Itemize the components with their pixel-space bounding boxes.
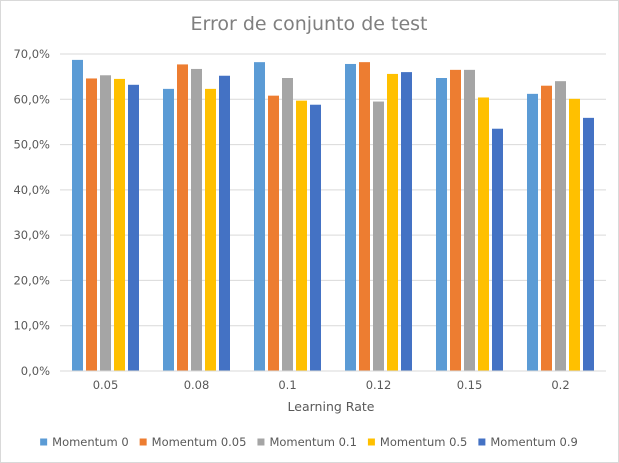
bar: [128, 84, 139, 372]
legend-label: Momentum 0.9: [490, 435, 577, 449]
x-axis-title: Learning Rate: [288, 399, 375, 414]
legend-swatch: [257, 438, 265, 446]
gridlines: [60, 53, 606, 327]
bar: [310, 104, 321, 371]
x-tick-labels: 0.05 0.08 0.1 0.12 0.15 0.2: [93, 378, 570, 392]
y-tick-labels: 0,0% 10,0% 20,0% 30,0% 40,0% 50,0% 60,0% 70,0%: [13, 47, 50, 378]
bar: [436, 78, 447, 371]
bar: [282, 78, 293, 371]
bar: [373, 101, 384, 372]
y-tick-label: 0,0%: [21, 364, 50, 378]
bar: [359, 62, 370, 371]
bar: [527, 93, 538, 371]
bar: [569, 98, 580, 371]
x-tick-label: 0.05: [93, 378, 119, 392]
bar: [177, 64, 188, 371]
y-tick-label: 60,0%: [13, 92, 50, 106]
legend-swatch: [478, 438, 486, 446]
legend-label: Momentum 0.5: [380, 435, 467, 449]
legend-label: Momentum 0.1: [269, 435, 356, 449]
legend-item: Momentum 0.9: [478, 435, 578, 449]
bar: [555, 81, 566, 372]
bar: [387, 73, 398, 371]
bar: [205, 88, 216, 372]
y-tick-label: 50,0%: [13, 138, 50, 152]
legend-item: Momentum 0.05: [139, 435, 247, 449]
bar: [100, 75, 111, 371]
bars: [72, 59, 594, 372]
bar: [583, 117, 594, 371]
x-tick-label: 0.08: [184, 378, 210, 392]
bar: [163, 88, 174, 372]
y-tick-label: 10,0%: [13, 319, 50, 333]
bar: [268, 95, 279, 372]
bar: [464, 69, 475, 371]
legend-label: Momentum 0: [52, 435, 129, 449]
y-tick-label: 70,0%: [13, 47, 50, 61]
legend-swatch: [139, 438, 147, 446]
legend-swatch: [40, 438, 48, 446]
legend-label: Momentum 0.05: [152, 435, 247, 449]
bar: [401, 72, 412, 371]
bar: [72, 59, 83, 371]
bar: [114, 78, 125, 372]
y-tick-label: 40,0%: [13, 183, 50, 197]
x-tick-label: 0.15: [457, 378, 483, 392]
chart-title: Error de conjunto de test: [190, 13, 427, 35]
bar: [478, 97, 489, 371]
bar: [191, 68, 202, 372]
y-tick-label: 20,0%: [13, 273, 50, 287]
bar: [296, 100, 307, 371]
bar: [492, 128, 503, 371]
x-tick-label: 0.1: [278, 378, 296, 392]
bar: [541, 85, 552, 371]
bar: [219, 75, 230, 371]
legend-swatch: [367, 438, 375, 446]
y-tick-label: 30,0%: [13, 228, 50, 242]
bar: [345, 63, 356, 371]
bar: [450, 69, 461, 371]
bar: [86, 78, 97, 371]
legend: Momentum 0 Momentum 0.05 Momentum 0.1 Momen…: [40, 435, 578, 449]
legend-item: Momentum 0: [40, 435, 129, 449]
x-tick-label: 0.2: [551, 378, 569, 392]
legend-item: Momentum 0.5: [367, 435, 467, 449]
legend-item: Momentum 0.1: [257, 435, 357, 449]
bar: [254, 62, 265, 371]
x-tick-label: 0.12: [366, 378, 392, 392]
